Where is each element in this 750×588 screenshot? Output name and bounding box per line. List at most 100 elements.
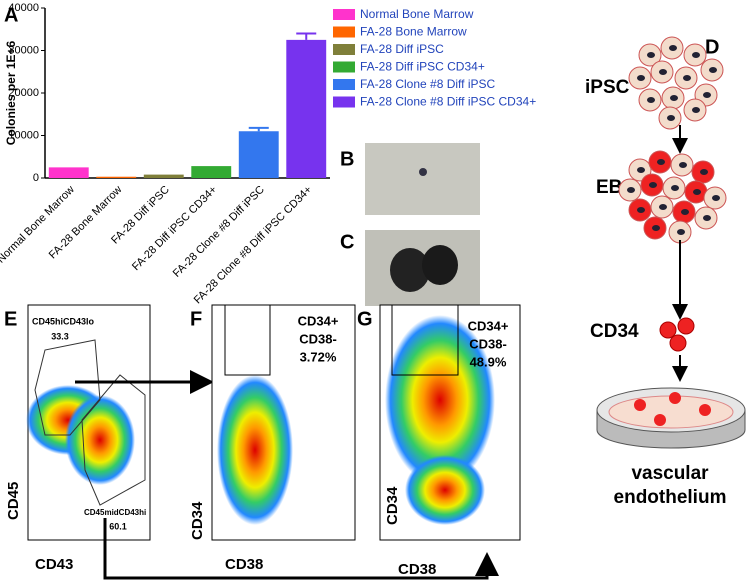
nucleus	[669, 45, 677, 51]
axis-label: CD43	[35, 556, 73, 573]
legend-label: FA-28 Clone #8 Diff iPSC CD34+	[360, 95, 536, 109]
bar	[191, 166, 232, 178]
nucleus	[637, 75, 645, 81]
legend-label: FA-28 Clone #8 Diff iPSC	[360, 77, 496, 91]
colony	[422, 245, 458, 285]
arrow	[103, 518, 499, 580]
gate	[391, 304, 459, 376]
dish	[596, 387, 746, 449]
gate-label: CD38-	[299, 331, 337, 346]
gate-value: 33.3	[51, 331, 69, 341]
cells	[628, 36, 724, 130]
y-tick-label: 40000	[8, 2, 39, 14]
legend-label: Normal Bone Marrow	[360, 7, 474, 21]
bar	[286, 39, 327, 178]
bar	[143, 174, 184, 178]
legend-swatch	[333, 61, 355, 73]
nucleus	[700, 169, 708, 175]
label: iPSC	[585, 77, 630, 98]
gate-value: 60.1	[109, 521, 127, 531]
label: EB	[596, 177, 622, 198]
nucleus	[703, 215, 711, 221]
nucleus	[703, 92, 711, 98]
nucleus	[627, 187, 635, 193]
legend-swatch	[333, 79, 355, 90]
error-bar	[296, 32, 317, 40]
panel-label: G	[357, 308, 373, 330]
gate	[224, 304, 271, 376]
label: CD34	[590, 321, 639, 342]
nucleus	[692, 107, 700, 113]
x-tick-label: FA-28 Clone #8 Diff iPSC	[171, 184, 267, 280]
nucleus	[667, 115, 675, 121]
gate	[34, 339, 101, 436]
y-tick-label: 0	[33, 172, 39, 184]
gate-label: CD34+	[468, 318, 509, 333]
y-tick-label: 10000	[8, 129, 39, 141]
legend-label: FA-28 Diff iPSC CD34+	[360, 60, 485, 74]
nucleus	[652, 225, 660, 231]
gate-value: 3.72%	[300, 349, 337, 364]
y-axis-label: Colonies per 1E+6	[4, 40, 18, 145]
panel-label: D	[705, 36, 719, 58]
nucleus	[683, 75, 691, 81]
nucleus	[693, 189, 701, 195]
nucleus	[647, 52, 655, 58]
nucleus	[692, 52, 700, 58]
density	[65, 395, 135, 485]
nucleus	[671, 185, 679, 191]
y-tick-label: 20000	[8, 87, 39, 99]
bar	[48, 167, 89, 178]
axis-label: CD38	[225, 556, 263, 573]
legend-swatch	[333, 9, 355, 20]
panel-label: F	[190, 308, 202, 330]
nucleus	[681, 209, 689, 215]
panel-label: B	[340, 148, 354, 170]
y-tick-label: 30000	[8, 44, 39, 56]
gate-value: 48.9%	[470, 354, 507, 369]
nucleus	[677, 229, 685, 235]
bar	[238, 131, 279, 178]
nucleus	[659, 69, 667, 75]
nucleus	[647, 97, 655, 103]
gate-label: CD34+	[298, 313, 339, 328]
legend-label: FA-28 Bone Marrow	[360, 25, 467, 39]
density	[405, 455, 485, 525]
x-tick-label: FA-28 Diff iPSC CD34+	[130, 184, 219, 273]
x-tick-label: Normal Bone Marrow	[0, 184, 77, 266]
axis-label: CD45	[5, 482, 22, 520]
legend-swatch	[333, 44, 355, 55]
nucleus	[709, 67, 717, 73]
nucleus	[649, 182, 657, 188]
colony	[390, 248, 430, 292]
cells	[659, 317, 695, 352]
nucleus	[637, 207, 645, 213]
label: vascular	[631, 463, 709, 484]
legend-swatch	[333, 26, 355, 38]
colony	[419, 168, 427, 176]
bar	[96, 176, 137, 178]
nucleus	[670, 95, 678, 101]
nucleus	[637, 167, 645, 173]
panel-label: C	[340, 231, 354, 253]
image	[365, 143, 480, 215]
gate-label: CD45hiCD43lo	[32, 316, 95, 326]
axis-label: CD34	[384, 486, 401, 525]
axis-label: CD38	[398, 561, 436, 578]
density	[217, 375, 293, 525]
legend-swatch	[333, 96, 355, 108]
legend-label: FA-28 Diff iPSC	[360, 42, 444, 56]
nucleus	[712, 195, 720, 201]
density	[385, 315, 495, 485]
error-bar	[248, 126, 269, 132]
nucleus	[659, 204, 667, 210]
panel-label: E	[4, 308, 17, 330]
panel-label: A	[4, 4, 18, 26]
axis-label: CD34	[189, 501, 206, 540]
nucleus	[679, 162, 687, 168]
gate-label: CD38-	[469, 336, 507, 351]
gate	[81, 374, 146, 506]
cells	[618, 150, 727, 244]
gate-label: CD45midCD43hi	[84, 508, 146, 517]
